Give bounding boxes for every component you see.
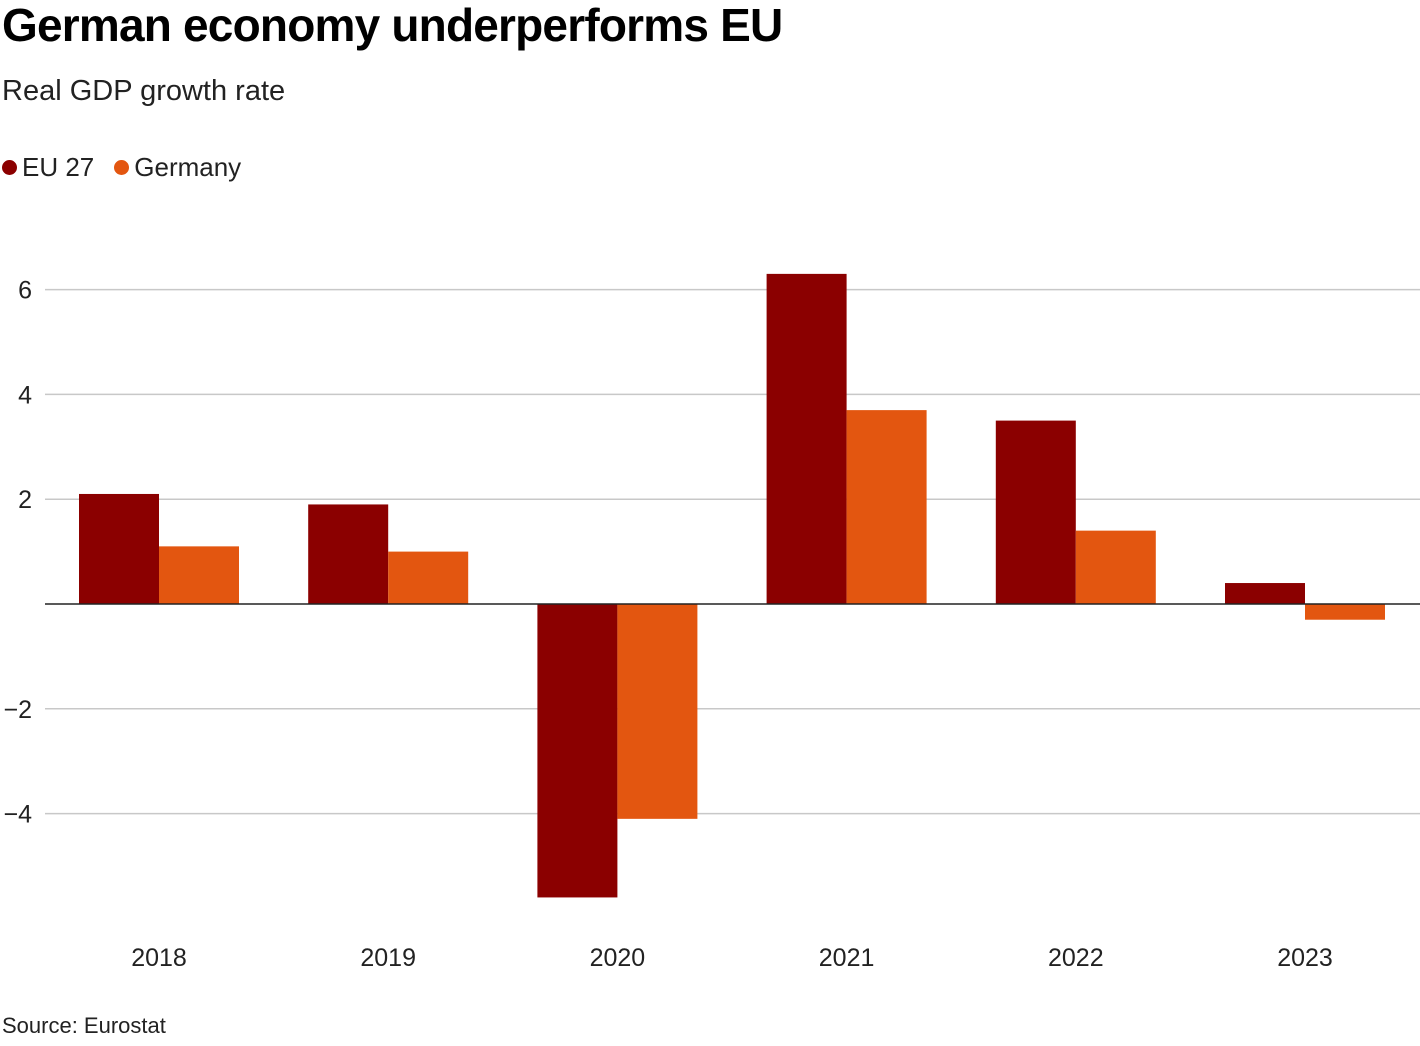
bar-germany-2018 xyxy=(159,546,239,604)
bar-eu27-2018 xyxy=(79,493,159,604)
legend-item-eu27: EU 27 xyxy=(2,152,94,183)
legend-item-germany: Germany xyxy=(114,152,241,183)
chart-title: German economy underperforms EU xyxy=(2,0,783,51)
bar-germany-2019 xyxy=(388,551,469,604)
bar-germany-2020 xyxy=(617,604,698,819)
legend-swatch-eu27 xyxy=(2,160,17,175)
x-tick-label: 2020 xyxy=(590,944,646,972)
x-tick-label: 2019 xyxy=(360,944,416,972)
x-tick-label: 2022 xyxy=(1048,944,1104,972)
y-tick-label: 2 xyxy=(18,486,32,514)
bar-eu27-2020 xyxy=(537,604,618,898)
legend-swatch-germany xyxy=(114,160,130,175)
bar-eu27-2023 xyxy=(1225,583,1305,604)
y-tick-label: −2 xyxy=(3,696,32,724)
y-tick-label: −4 xyxy=(3,801,32,829)
chart-subtitle: Real GDP growth rate xyxy=(2,75,286,107)
source-note: Source: Eurostat xyxy=(2,1013,166,1038)
x-tick-label: 2023 xyxy=(1277,944,1333,972)
bar-germany-2023 xyxy=(1305,604,1385,620)
y-tick-label: 6 xyxy=(18,277,32,305)
x-tick-label: 2021 xyxy=(819,944,875,972)
legend: EU 27 Germany xyxy=(2,152,261,183)
bar-germany-2022 xyxy=(1075,530,1156,604)
bar-eu27-2021 xyxy=(766,273,847,604)
legend-label-eu27: EU 27 xyxy=(22,152,95,182)
x-tick-label: 2018 xyxy=(131,944,187,972)
y-tick-label: 4 xyxy=(18,381,32,409)
bar-eu27-2019 xyxy=(308,504,389,604)
bar-eu27-2022 xyxy=(995,420,1076,604)
legend-label-germany: Germany xyxy=(134,152,242,182)
bar-germany-2021 xyxy=(846,410,927,604)
